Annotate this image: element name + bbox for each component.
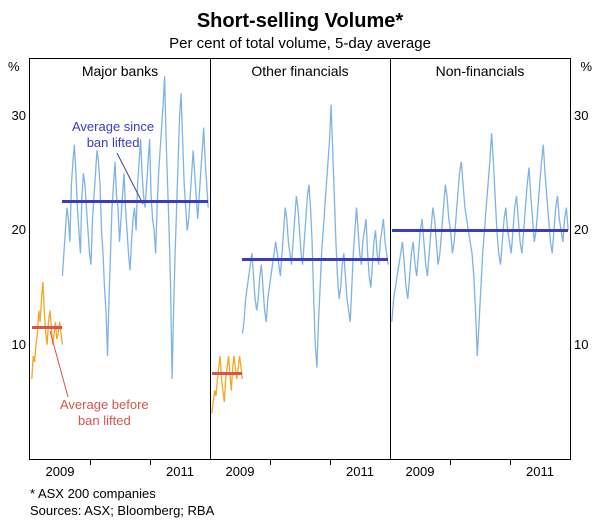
annotation-after: Average since ban lifted — [72, 119, 154, 150]
panel-title: Non-financials — [390, 63, 570, 79]
arrow-before — [48, 329, 72, 399]
chart-subtitle: Per cent of total volume, 5-day average — [10, 35, 590, 52]
y-tick-label: 20 — [574, 222, 600, 237]
x-tick — [270, 459, 271, 465]
x-tick — [330, 459, 331, 465]
chart-panel: Non-financials20092011 — [390, 59, 570, 459]
y-tick-label: 30 — [574, 108, 600, 123]
x-label: 2011 — [526, 464, 554, 479]
annotation-before: Average before ban lifted — [60, 397, 149, 428]
chart-container: Short-selling Volume* Per cent of total … — [10, 10, 590, 518]
x-label: 2009 — [406, 464, 435, 479]
y-unit-left: % — [8, 59, 20, 74]
x-label: 2011 — [166, 464, 194, 479]
arrow-after — [115, 151, 145, 206]
y-tick-label: 30 — [0, 108, 26, 123]
panel-title: Other financials — [210, 63, 390, 79]
plot-area: % % Average since ban lifted Average bef… — [29, 58, 571, 460]
x-tick — [510, 459, 511, 465]
avg-after-line — [242, 258, 388, 261]
x-tick — [450, 459, 451, 465]
chart-title: Short-selling Volume* — [10, 10, 590, 33]
avg-before-line — [212, 372, 243, 375]
y-tick-label: 10 — [574, 337, 600, 352]
x-tick — [150, 459, 151, 465]
panel-title: Major banks — [30, 63, 210, 79]
y-unit-right: % — [580, 59, 592, 74]
x-label: 2011 — [346, 464, 374, 479]
footnote: * ASX 200 companies — [30, 486, 590, 501]
x-label: 2009 — [226, 464, 255, 479]
y-tick-label: 10 — [0, 337, 26, 352]
y-tick-label: 20 — [0, 222, 26, 237]
x-label: 2009 — [46, 464, 75, 479]
x-tick — [90, 459, 91, 465]
avg-after-line — [392, 229, 568, 232]
series-svg — [390, 59, 570, 459]
sources: Sources: ASX; Bloomberg; RBA — [30, 503, 590, 518]
chart-panel: Other financials20092011 — [210, 59, 391, 459]
